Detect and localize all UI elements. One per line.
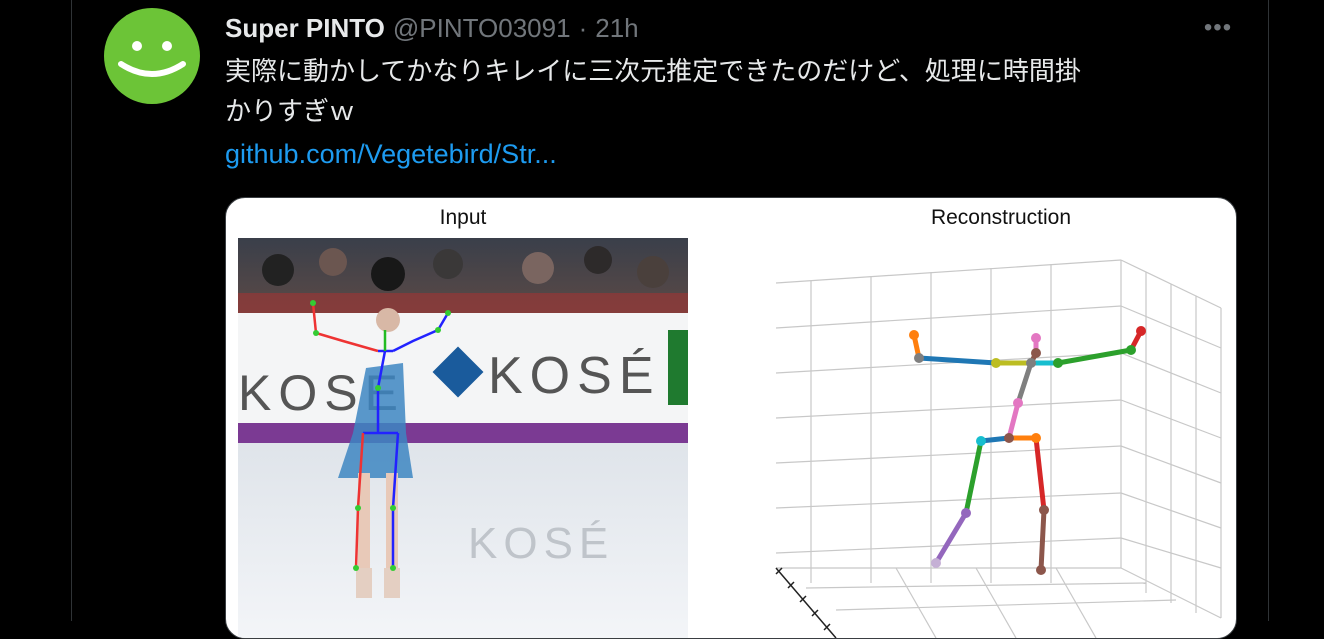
tweet-link[interactable]: github.com/Vegetebird/Str... (225, 139, 557, 169)
banner-text-2: KOSÉ (488, 347, 661, 405)
column-border-right (1268, 0, 1269, 621)
more-horizontal-icon: ••• (1203, 14, 1233, 41)
author-handle[interactable]: @PINTO03091 (392, 12, 571, 43)
tweet-text: 実際に動かしてかなりキレイに三次元推定できたのだけど、処理に時間掛 かりすぎｗ (225, 52, 1225, 132)
input-video-frame: KOSE KOSÉ KOSÉ (238, 238, 688, 638)
smiley-face-icon (118, 41, 186, 77)
column-border-left (71, 0, 72, 621)
tweet-timestamp[interactable]: 21h (595, 12, 639, 43)
avatar[interactable] (104, 8, 200, 104)
plot-axis-ticks (775, 567, 837, 638)
reconstruction-3d-plot (746, 238, 1236, 638)
reconstruction-panel-title: Reconstruction (930, 206, 1072, 229)
skeleton-joints (310, 300, 451, 571)
skater-frame-graphic: KOSE KOSÉ KOSÉ (238, 238, 688, 638)
tweet-text-line-1: 実際に動かしてかなりキレイに三次元推定できたのだけど、処理に時間掛 (225, 57, 1081, 87)
tweet-header: Super PINTO @PINTO03091 · 21h (225, 12, 639, 44)
more-options-button[interactable]: ••• (1196, 12, 1240, 44)
tweet-text-line-2: かりすぎｗ (225, 97, 356, 127)
plot-grid (775, 259, 1222, 638)
tweet-media[interactable]: Input Reconstruction (225, 197, 1237, 639)
skater (338, 308, 413, 598)
ice-reflection-text: KOSÉ (468, 519, 614, 568)
pose-joints-3d (909, 326, 1146, 575)
input-panel-title: Input (439, 206, 487, 229)
header-separator: · (578, 12, 588, 43)
pose-3d-graphic (775, 259, 1222, 638)
author-name[interactable]: Super PINTO (225, 12, 385, 43)
